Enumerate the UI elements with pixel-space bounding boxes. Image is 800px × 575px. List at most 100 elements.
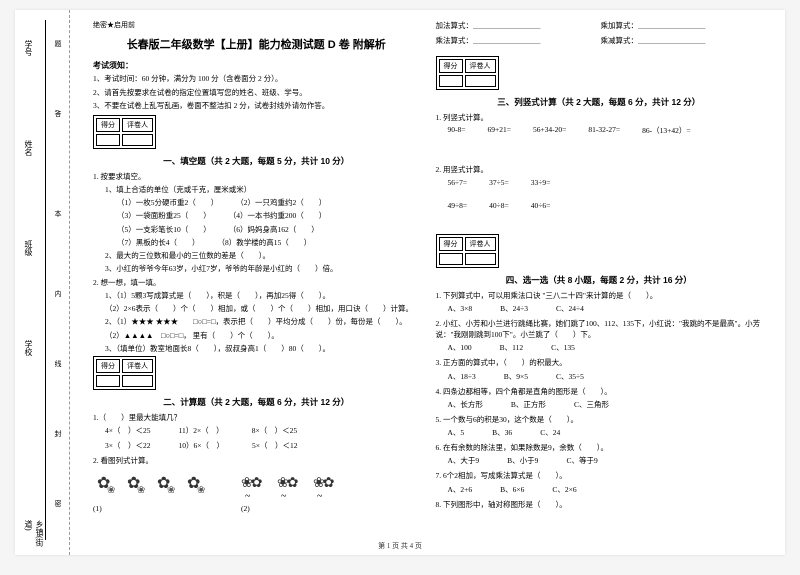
s4-q3b: B、9×5 <box>504 371 528 382</box>
s2-r1-2: 11）2×（ ） <box>178 425 223 436</box>
s4-q8: 8. 下列图形中，轴对称图形是（ ）。 <box>436 499 763 510</box>
s3-r2-2: 37÷5= <box>489 178 509 187</box>
seal-line <box>45 20 46 540</box>
s2-r1-1: 4×（ ）＜25 <box>105 425 150 436</box>
q1-1-3: （3）一袋面粉重25（ ） <box>117 210 211 221</box>
flower-icon <box>93 473 121 503</box>
s2-r2-1: 3×（ ）＜22 <box>105 440 150 451</box>
flower-pair-icon <box>241 473 275 503</box>
s4-q7c: C、2×6 <box>552 484 576 495</box>
s4-q2a: A、100 <box>448 342 472 353</box>
img2-label: (2) <box>241 503 347 514</box>
q2-2a-text: 2、（1）★★★ ★★★ □○□=□，表示把（ ）平均分成（ ）份，每份是（ ）… <box>105 317 407 326</box>
s2-r2-2: 10）6×（ ） <box>178 440 223 451</box>
s4-q3c: C、35÷5 <box>556 371 584 382</box>
q2-1b: （2）2×6表示（ ）个（ ）相加，或（ ）个（ ）相加，用口诀（ ）计算。 <box>93 303 420 314</box>
s3-r3-1: 49÷8= <box>448 201 468 210</box>
s3-r2-3: 33÷9= <box>531 178 551 187</box>
q1-1-5: （5）一支彩笔长10（ ） <box>117 224 211 235</box>
s4-q7: 7. 6个2相加，写成乘法算式是（ ）。 <box>436 470 763 481</box>
s4-q4c: C、三角形 <box>574 399 609 410</box>
expr-muladd: 乘加算式：＿＿＿＿＿＿＿＿＿ <box>601 20 706 31</box>
score3-h1: 得分 <box>439 59 463 73</box>
score-box-3: 得分评卷人 <box>436 56 499 90</box>
page-footer: 第 1 页 共 4 页 <box>15 541 785 551</box>
s3-r1-3: 56+34-20= <box>533 125 566 136</box>
exam-page: 学号 姓名 班级 学校 乡镇(街道) 题 答 本 内 线 封 密 绝密★启用前 … <box>15 10 785 555</box>
score-h1: 得分 <box>96 118 120 132</box>
s4-q6c: C、等于9 <box>566 455 597 466</box>
q1-3: 3、小红的爷爷今年63岁，小红7岁，爷爷的年龄是小红的（ ）倍。 <box>93 263 420 274</box>
q2-3: 3、（填单位）教室地面长8（ ），叔叔身高1（ ）80（ ）。 <box>93 343 420 354</box>
flower-icon <box>123 473 151 503</box>
s4-q6b: B、小于9 <box>507 455 538 466</box>
s4-q1a: A、3×8 <box>448 303 473 314</box>
section-2-title: 二、计算题（共 2 大题，每题 6 分，共计 12 分） <box>93 396 420 408</box>
section-3-title: 三、列竖式计算（共 2 大题，每题 6 分，共计 12 分） <box>436 96 763 108</box>
s3-r2-1: 56÷7= <box>448 178 468 187</box>
vmark-mi: 密 <box>53 500 63 507</box>
score-box-4: 得分评卷人 <box>436 234 499 268</box>
s4-q1b: B、24÷3 <box>500 303 528 314</box>
score-box-2: 得分评卷人 <box>93 356 156 390</box>
s4-q1c: C、24÷4 <box>556 303 584 314</box>
q1-2: 2、最大的三位数和最小的三位数的差是（ ）。 <box>93 250 420 261</box>
s4-q2: 2. 小红、小芳和小兰进行跳绳比赛，她们跳了100、112、135下，小红说："… <box>436 318 763 341</box>
expr-mul: 乘法算式：＿＿＿＿＿＿＿＿＿ <box>436 35 541 46</box>
s3-q1: 1. 列竖式计算。 <box>436 112 763 123</box>
s3-r1-1: 90-8= <box>448 125 466 136</box>
expr-mulsub: 乘减算式：＿＿＿＿＿＿＿＿＿ <box>601 35 706 46</box>
score2-h1: 得分 <box>96 359 120 373</box>
s3-r1-5: 86-（13+42）= <box>642 125 690 136</box>
vmark-da: 答 <box>53 110 63 117</box>
q2: 2. 想一想，填一填。 <box>93 277 420 288</box>
img1-label: (1) <box>93 503 211 514</box>
exam-title: 长春版二年级数学【上册】能力检测试题 D 卷 附解析 <box>93 36 420 52</box>
s2-q2: 2. 看图列式计算。 <box>93 455 420 466</box>
q2-2b: （2）▲▲▲▲ □○□=□， 里有（ ）个（ ）。 <box>93 330 420 341</box>
s4-q4: 4. 四条边都相等，四个角都是直角的图形是（ ）。 <box>436 386 763 397</box>
score4-h1: 得分 <box>439 237 463 251</box>
q2-2a: 2、（1）★★★ ★★★ □○□=□，表示把（ ）平均分成（ ）份，每份是（ ）… <box>93 316 420 327</box>
vmark-ben: 本 <box>53 210 63 217</box>
notice-heading: 考试须知： <box>93 60 420 71</box>
secret-label: 绝密★启用前 <box>93 20 420 30</box>
s4-q6: 6. 在有余数的除法里，如果除数是9，余数（ ）。 <box>436 442 763 453</box>
s4-q5a: A、5 <box>448 427 465 438</box>
s4-q5: 5. 一个数与6的积是30，这个数是（ ）。 <box>436 414 763 425</box>
q2-1: 1、（1）5颗3写成算式是（ ），积是（ ），再加25得（ ）。 <box>93 290 420 301</box>
q1-1-4: （4）一本书约重200（ ） <box>229 210 327 221</box>
expr-add: 加法算式：＿＿＿＿＿＿＿＿＿ <box>436 20 541 31</box>
notice-1: 1、考试时间：60 分钟，满分为 100 分（含卷面分 2 分）。 <box>93 74 420 85</box>
left-column: 绝密★启用前 长春版二年级数学【上册】能力检测试题 D 卷 附解析 考试须知： … <box>85 20 428 545</box>
s4-q2c: C、135 <box>551 342 575 353</box>
label-name: 姓名 <box>23 140 34 156</box>
flower-icon <box>153 473 181 503</box>
s4-q2b: B、112 <box>500 342 523 353</box>
s4-q3a: A、18÷3 <box>448 371 476 382</box>
label-student-id: 学号 <box>23 40 34 56</box>
q1-1-1: （1）一枚5分硬币重2（ ） <box>117 197 218 208</box>
q1-1-6: （6）妈妈身高162（ ） <box>229 224 319 235</box>
label-class: 班级 <box>23 240 34 256</box>
s4-q6a: A、大于9 <box>448 455 480 466</box>
score-h2: 评卷人 <box>122 118 153 132</box>
score3-h2: 评卷人 <box>465 59 496 73</box>
s4-q5b: B、36 <box>492 427 512 438</box>
flower-group-1: (1) <box>93 469 211 516</box>
s4-q7a: A、2+6 <box>448 484 473 495</box>
s3-q2: 2. 用竖式计算。 <box>436 164 763 175</box>
q1-1-8: （8）教学楼的高15（ ） <box>218 237 312 248</box>
score2-h2: 评卷人 <box>122 359 153 373</box>
label-school: 学校 <box>23 340 34 356</box>
s3-r3-3: 40÷6= <box>531 201 551 210</box>
s3-r1-4: 81-32-27= <box>588 125 620 136</box>
vmark-feng: 封 <box>53 430 63 437</box>
s3-r3-2: 40÷8= <box>489 201 509 210</box>
flower-group-2: (2) <box>241 469 347 516</box>
flower-icon <box>183 473 211 503</box>
notice-3: 3、不要在试卷上乱写乱画，卷面不整洁扣 2 分，试卷封线外请勿作答。 <box>93 101 420 112</box>
score4-h2: 评卷人 <box>465 237 496 251</box>
right-column: 加法算式：＿＿＿＿＿＿＿＿＿ 乘加算式：＿＿＿＿＿＿＿＿＿ 乘法算式：＿＿＿＿＿… <box>428 20 771 545</box>
s3-r1-2: 69+21= <box>487 125 510 136</box>
